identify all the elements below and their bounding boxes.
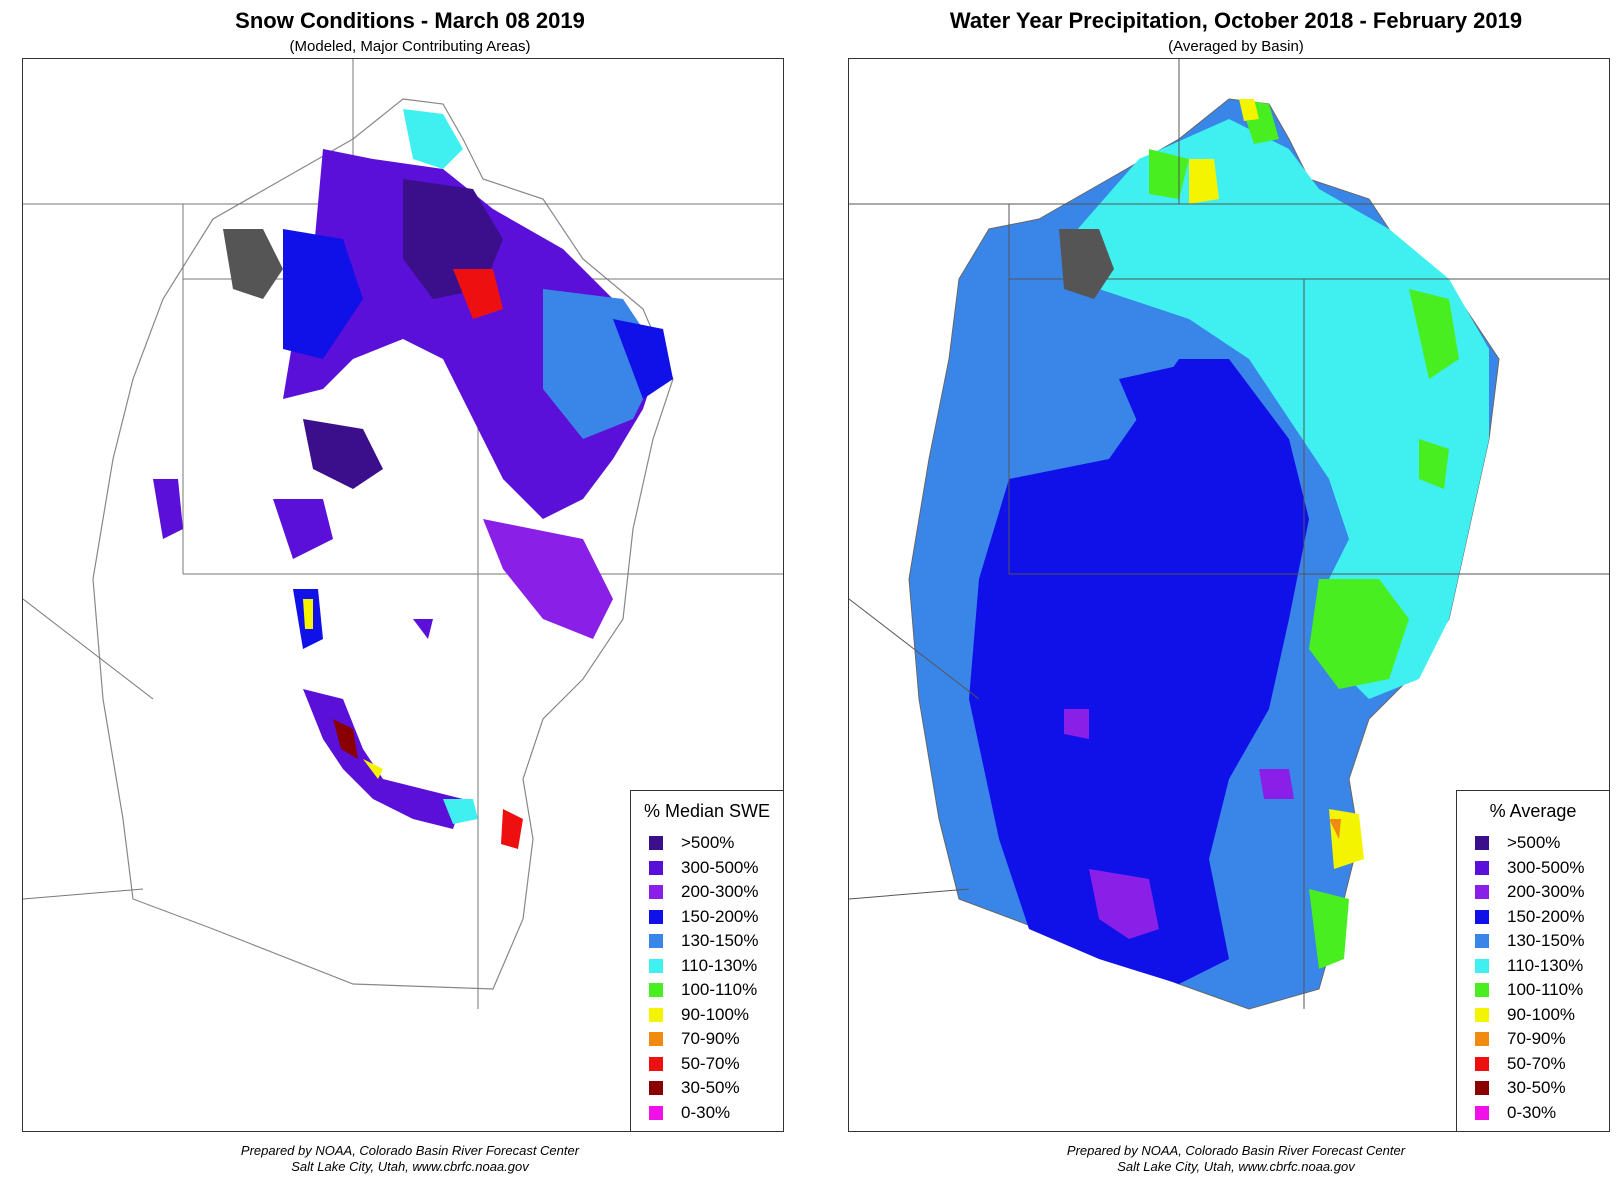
legend-item: 200-300%	[1475, 880, 1585, 905]
basin-outline	[92, 98, 674, 990]
snow-map: % Median SWE >500% 300-500% 200-300% 150…	[22, 58, 784, 1132]
legend-swatch	[649, 934, 663, 949]
legend-label: 130-150%	[1507, 931, 1585, 951]
legend-item: 100-110%	[1475, 978, 1585, 1003]
legend-label: 100-110%	[681, 980, 758, 1000]
legend-label: 110-130%	[1507, 955, 1584, 975]
legend-label: 0-30%	[681, 1102, 731, 1122]
legend-swatch	[649, 1032, 663, 1047]
legend-item: 150-200%	[1475, 905, 1585, 930]
legend-title: % Average	[1489, 801, 1577, 821]
legend-swatch	[649, 885, 663, 900]
legend-item: >500%	[1475, 831, 1585, 856]
legend-swatch	[1475, 1056, 1489, 1071]
legend-swatch	[649, 860, 663, 875]
legend-swatch	[1475, 1081, 1489, 1096]
swe-legend: % Median SWE >500% 300-500% 200-300% 150…	[630, 790, 783, 1131]
legend-swatch	[1475, 983, 1489, 998]
legend-swatch	[1475, 909, 1489, 924]
legend-item: 30-50%	[1475, 1076, 1585, 1101]
map-subtitle: (Averaged by Basin)	[1168, 38, 1304, 55]
legend-item: 110-130%	[1475, 954, 1585, 979]
legend-label: >500%	[1507, 833, 1561, 853]
legend-list: >500% 300-500% 200-300% 150-200% 130-150…	[649, 831, 759, 1125]
legend-swatch	[1475, 1105, 1489, 1120]
legend-item: 30-50%	[649, 1076, 759, 1101]
legend-swatch	[649, 958, 663, 973]
credit-line: Prepared by NOAA, Colorado Basin River F…	[1066, 1143, 1406, 1158]
legend-label: 200-300%	[681, 882, 759, 902]
legend-label: 50-70%	[1507, 1053, 1566, 1073]
legend-swatch	[649, 983, 663, 998]
legend-list: >500% 300-500% 200-300% 150-200% 130-150…	[1475, 831, 1585, 1125]
legend-label: 0-30%	[1507, 1102, 1557, 1122]
legend-label: 130-150%	[681, 931, 759, 951]
legend-label: 100-110%	[1507, 980, 1584, 1000]
legend-swatch	[649, 1105, 663, 1120]
legend-swatch	[1475, 860, 1489, 875]
legend-item: 150-200%	[649, 905, 759, 930]
legend-item: 200-300%	[649, 880, 759, 905]
legend-item: 130-150%	[649, 929, 759, 954]
legend-swatch	[1475, 1032, 1489, 1047]
legend-label: 30-50%	[1507, 1078, 1566, 1098]
legend-swatch	[649, 1007, 663, 1022]
credit-line: Prepared by NOAA, Colorado Basin River F…	[240, 1143, 580, 1158]
legend-item: 0-30%	[1475, 1101, 1585, 1126]
precipitation-map: % Average >500% 300-500% 200-300% 150-20…	[848, 58, 1610, 1132]
legend-item: 70-90%	[1475, 1027, 1585, 1052]
legend-label: 110-130%	[681, 955, 758, 975]
legend-swatch	[1475, 934, 1489, 949]
legend-item: 300-500%	[649, 856, 759, 881]
map-title: Snow Conditions - March 08 2019	[235, 8, 585, 33]
legend-item: 0-30%	[649, 1101, 759, 1126]
map-credit: Prepared by NOAA, Colorado Basin River F…	[20, 1143, 800, 1175]
legend-item: 110-130%	[649, 954, 759, 979]
legend-label: 300-500%	[681, 857, 759, 877]
legend-label: 150-200%	[681, 906, 759, 926]
legend-item: 90-100%	[1475, 1003, 1585, 1028]
legend-label: 200-300%	[1507, 882, 1585, 902]
legend-swatch	[649, 909, 663, 924]
legend-swatch	[1475, 1007, 1489, 1022]
legend-swatch	[1475, 958, 1489, 973]
map-subtitle: (Modeled, Major Contributing Areas)	[289, 38, 531, 55]
legend-swatch	[649, 836, 663, 851]
legend-item: 70-90%	[649, 1027, 759, 1052]
map-title: Water Year Precipitation, October 2018 -…	[949, 8, 1523, 33]
credit-line: Salt Lake City, Utah, www.cbrfc.noaa.gov	[291, 1159, 529, 1174]
legend-label: 70-90%	[681, 1029, 740, 1049]
legend-title: % Median SWE	[643, 801, 771, 821]
legend-item: 50-70%	[1475, 1052, 1585, 1077]
snow-conditions-panel: Snow Conditions - March 08 2019 (Modeled…	[20, 0, 800, 1200]
legend-swatch	[1475, 836, 1489, 851]
legend-label: 300-500%	[1507, 857, 1585, 877]
legend-item: 90-100%	[649, 1003, 759, 1028]
legend-item: 130-150%	[1475, 929, 1585, 954]
legend-swatch	[649, 1056, 663, 1071]
precip-legend: % Average >500% 300-500% 200-300% 150-20…	[1456, 790, 1609, 1131]
legend-label: 30-50%	[681, 1078, 740, 1098]
legend-swatch	[649, 1081, 663, 1096]
legend-item: 100-110%	[649, 978, 759, 1003]
precipitation-panel: Water Year Precipitation, October 2018 -…	[846, 0, 1623, 1200]
legend-label: 90-100%	[1507, 1004, 1576, 1024]
legend-label: 150-200%	[1507, 906, 1585, 926]
legend-swatch	[1475, 885, 1489, 900]
legend-label: 70-90%	[1507, 1029, 1566, 1049]
precipitation-map-graphic	[849, 59, 1609, 1010]
legend-item: 50-70%	[649, 1052, 759, 1077]
map-credit: Prepared by NOAA, Colorado Basin River F…	[846, 1143, 1623, 1175]
credit-line: Salt Lake City, Utah, www.cbrfc.noaa.gov	[1117, 1159, 1355, 1174]
legend-item: 300-500%	[1475, 856, 1585, 881]
legend-item: >500%	[649, 831, 759, 856]
legend-label: 90-100%	[681, 1004, 750, 1024]
snow-map-graphic	[23, 59, 783, 1009]
legend-label: 50-70%	[681, 1053, 740, 1073]
legend-label: >500%	[681, 833, 735, 853]
